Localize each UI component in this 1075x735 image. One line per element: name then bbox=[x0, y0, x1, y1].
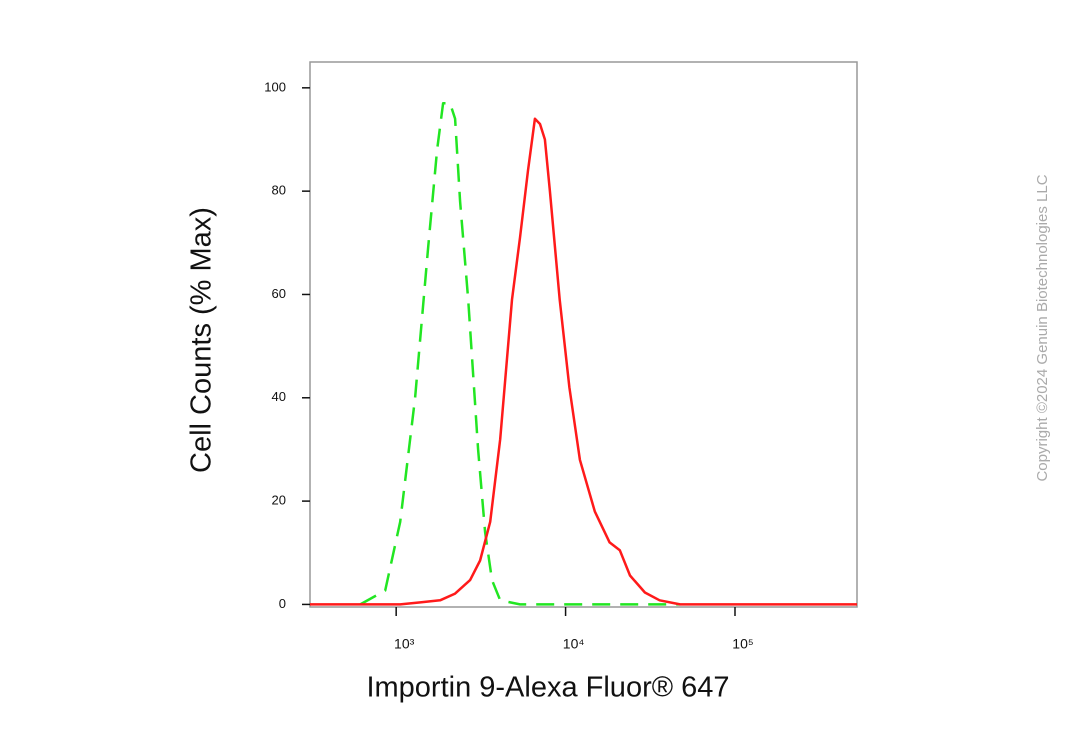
x-tick-label: 10³ bbox=[394, 636, 415, 652]
y-tick-label: 80 bbox=[272, 183, 286, 198]
y-tick-label: 60 bbox=[272, 286, 286, 301]
x-axis-label: Importin 9-Alexa Fluor® 647 bbox=[366, 672, 729, 704]
copyright: Copyright ©2024 Genuin Biotechnologies L… bbox=[1034, 174, 1051, 481]
y-axis-label: Cell Counts (% Max) bbox=[186, 207, 218, 473]
y-tick-label: 100 bbox=[264, 79, 286, 94]
y-tick-label: 20 bbox=[272, 493, 286, 508]
y-tick-label: 0 bbox=[279, 596, 286, 611]
histogram-line bbox=[359, 102, 681, 606]
x-tick-label: 10⁵ bbox=[732, 636, 753, 652]
plot-frame bbox=[309, 61, 858, 608]
histogram-line bbox=[310, 117, 857, 606]
x-tick-label: 10⁴ bbox=[563, 636, 585, 652]
y-tick-label: 40 bbox=[272, 389, 286, 404]
